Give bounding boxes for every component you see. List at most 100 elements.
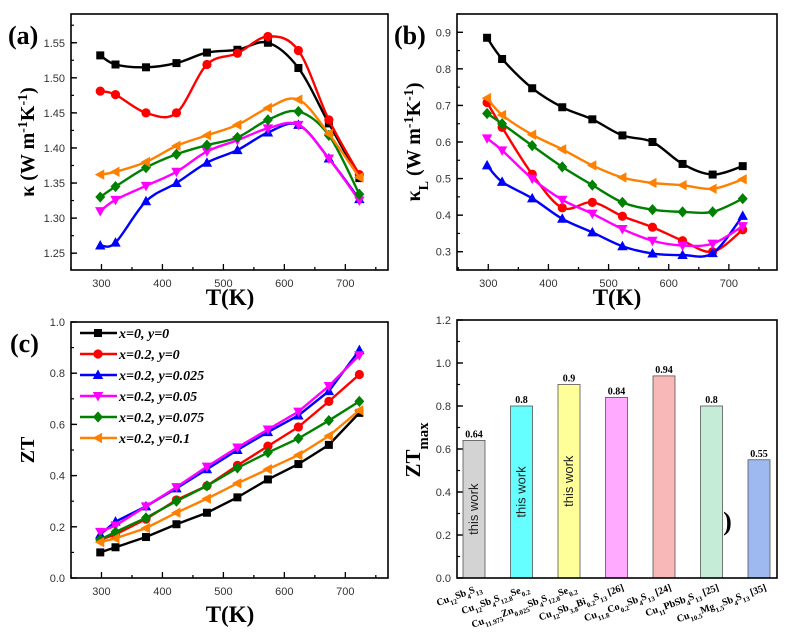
data-point-triangle-left — [737, 174, 747, 185]
text-part: Se — [509, 585, 523, 599]
category-label: Cu12Sb4S13 — [435, 582, 484, 611]
data-point-triangle-up — [496, 176, 508, 186]
data-point-triangle-left — [526, 129, 537, 140]
data-point-triangle-down — [677, 241, 688, 251]
y-tick-label: 0.5 — [436, 174, 451, 186]
data-point-triangle-left — [323, 128, 333, 140]
series-3 — [95, 351, 365, 538]
bar-value-label: 0.94 — [655, 365, 673, 376]
series-line — [486, 97, 744, 191]
data-point-triangle-up — [201, 157, 213, 167]
data-point-triangle-left — [262, 102, 272, 114]
x-tick-label: 500 — [599, 278, 617, 290]
series-2 — [481, 159, 748, 260]
data-point-circle — [324, 396, 334, 406]
text-part: Cu — [470, 616, 486, 631]
y-axis-title: κ (W m-1K-1) — [16, 87, 40, 197]
y-tick-label: 0.8 — [436, 401, 451, 413]
data-point-circle — [324, 115, 334, 125]
text-part: Bi — [575, 596, 588, 610]
data-point-square — [558, 103, 567, 112]
legend-label: x=0, y=0 — [118, 327, 169, 342]
data-point-square — [96, 51, 105, 60]
subscript: 1.5 — [715, 604, 726, 615]
data-point-square — [111, 60, 120, 69]
text-part: ) — [403, 83, 425, 90]
bar — [605, 396, 628, 579]
plot-frame — [456, 319, 778, 579]
y-tick-label: 0.9 — [436, 27, 451, 39]
text-part: κ — [403, 190, 425, 201]
text-part: Cu — [583, 609, 599, 624]
subscript: 0.2 — [586, 599, 597, 610]
y-tick-label: 1.35 — [44, 178, 65, 190]
y-tick-label: 1.25 — [44, 248, 65, 260]
series-0 — [96, 408, 364, 557]
text-part: Sb — [721, 594, 736, 608]
data-point-triangle-up — [92, 369, 104, 379]
text-part: Mg — [699, 601, 716, 616]
data-point-circle — [557, 203, 567, 213]
data-point-triangle-left — [94, 169, 105, 180]
legend: x=0, y=0 x=0.2, y=0 x=0.2, y=0.025 x=0.2, y… — [80, 327, 204, 447]
y-tick-label: 1.0 — [50, 317, 65, 329]
legend-label: x=0.2, y=0 — [118, 348, 180, 363]
text-part: K — [17, 105, 39, 121]
text-part: S — [540, 593, 549, 605]
y-tick-label: 1.30 — [44, 213, 65, 225]
y-tick-label: 1.55 — [44, 38, 65, 50]
x-tick-label: 600 — [275, 278, 293, 290]
series-line — [486, 37, 744, 176]
data-point-circle — [202, 59, 212, 70]
text-part: [26] — [604, 582, 626, 599]
data-point-square — [94, 329, 102, 337]
data-point-triangle-up — [95, 239, 106, 250]
data-point-square — [618, 131, 627, 140]
x-axis-title: T(K) — [206, 285, 255, 310]
series-line — [99, 400, 360, 541]
data-point-diamond — [737, 193, 748, 205]
series-line — [99, 109, 361, 199]
x-tick-label: 600 — [275, 586, 293, 598]
panel-label: (a) — [8, 21, 38, 50]
data-point-circle — [171, 108, 182, 118]
legend-label: x=0.2, y=0.1 — [118, 432, 190, 447]
data-point-square — [678, 159, 687, 168]
data-point-triangle-left — [140, 522, 150, 534]
bar — [747, 459, 771, 579]
y-tick-label: 0.2 — [436, 530, 451, 542]
data-point-square — [263, 38, 272, 47]
text-part: K — [403, 100, 425, 116]
superscript: -1 — [402, 116, 417, 128]
data-point-triangle-left — [92, 432, 102, 444]
data-point-triangle-down — [293, 120, 304, 131]
series-0 — [483, 33, 747, 179]
text-part: S — [639, 591, 648, 603]
y-tick-label: 1.50 — [44, 73, 65, 85]
text-part: S — [687, 591, 696, 603]
y-tick-label: 0.6 — [436, 444, 451, 456]
y-tick-label: 0.4 — [436, 210, 451, 222]
data-point-circle — [141, 108, 151, 118]
series-line — [99, 349, 361, 536]
data-point-triangle-down — [323, 382, 335, 392]
series-line — [99, 35, 361, 176]
data-point-triangle-down — [110, 521, 121, 532]
data-point-diamond — [587, 179, 598, 191]
data-point-triangle-left — [616, 172, 627, 183]
bar — [652, 375, 676, 579]
data-point-triangle-left — [110, 166, 120, 178]
data-point-circle — [293, 422, 303, 432]
category-label: Cu12Sb3.8Bi0.2S13 [26] — [538, 582, 627, 626]
data-point-triangle-down — [647, 236, 658, 247]
data-point-triangle-left — [94, 536, 105, 548]
data-point-triangle-left — [292, 94, 303, 105]
data-point-triangle-left — [201, 130, 211, 141]
data-point-triangle-down — [354, 351, 365, 361]
series-0 — [96, 38, 364, 183]
x-tick-label: 700 — [720, 278, 738, 290]
subscript: 0.2 — [620, 604, 631, 615]
